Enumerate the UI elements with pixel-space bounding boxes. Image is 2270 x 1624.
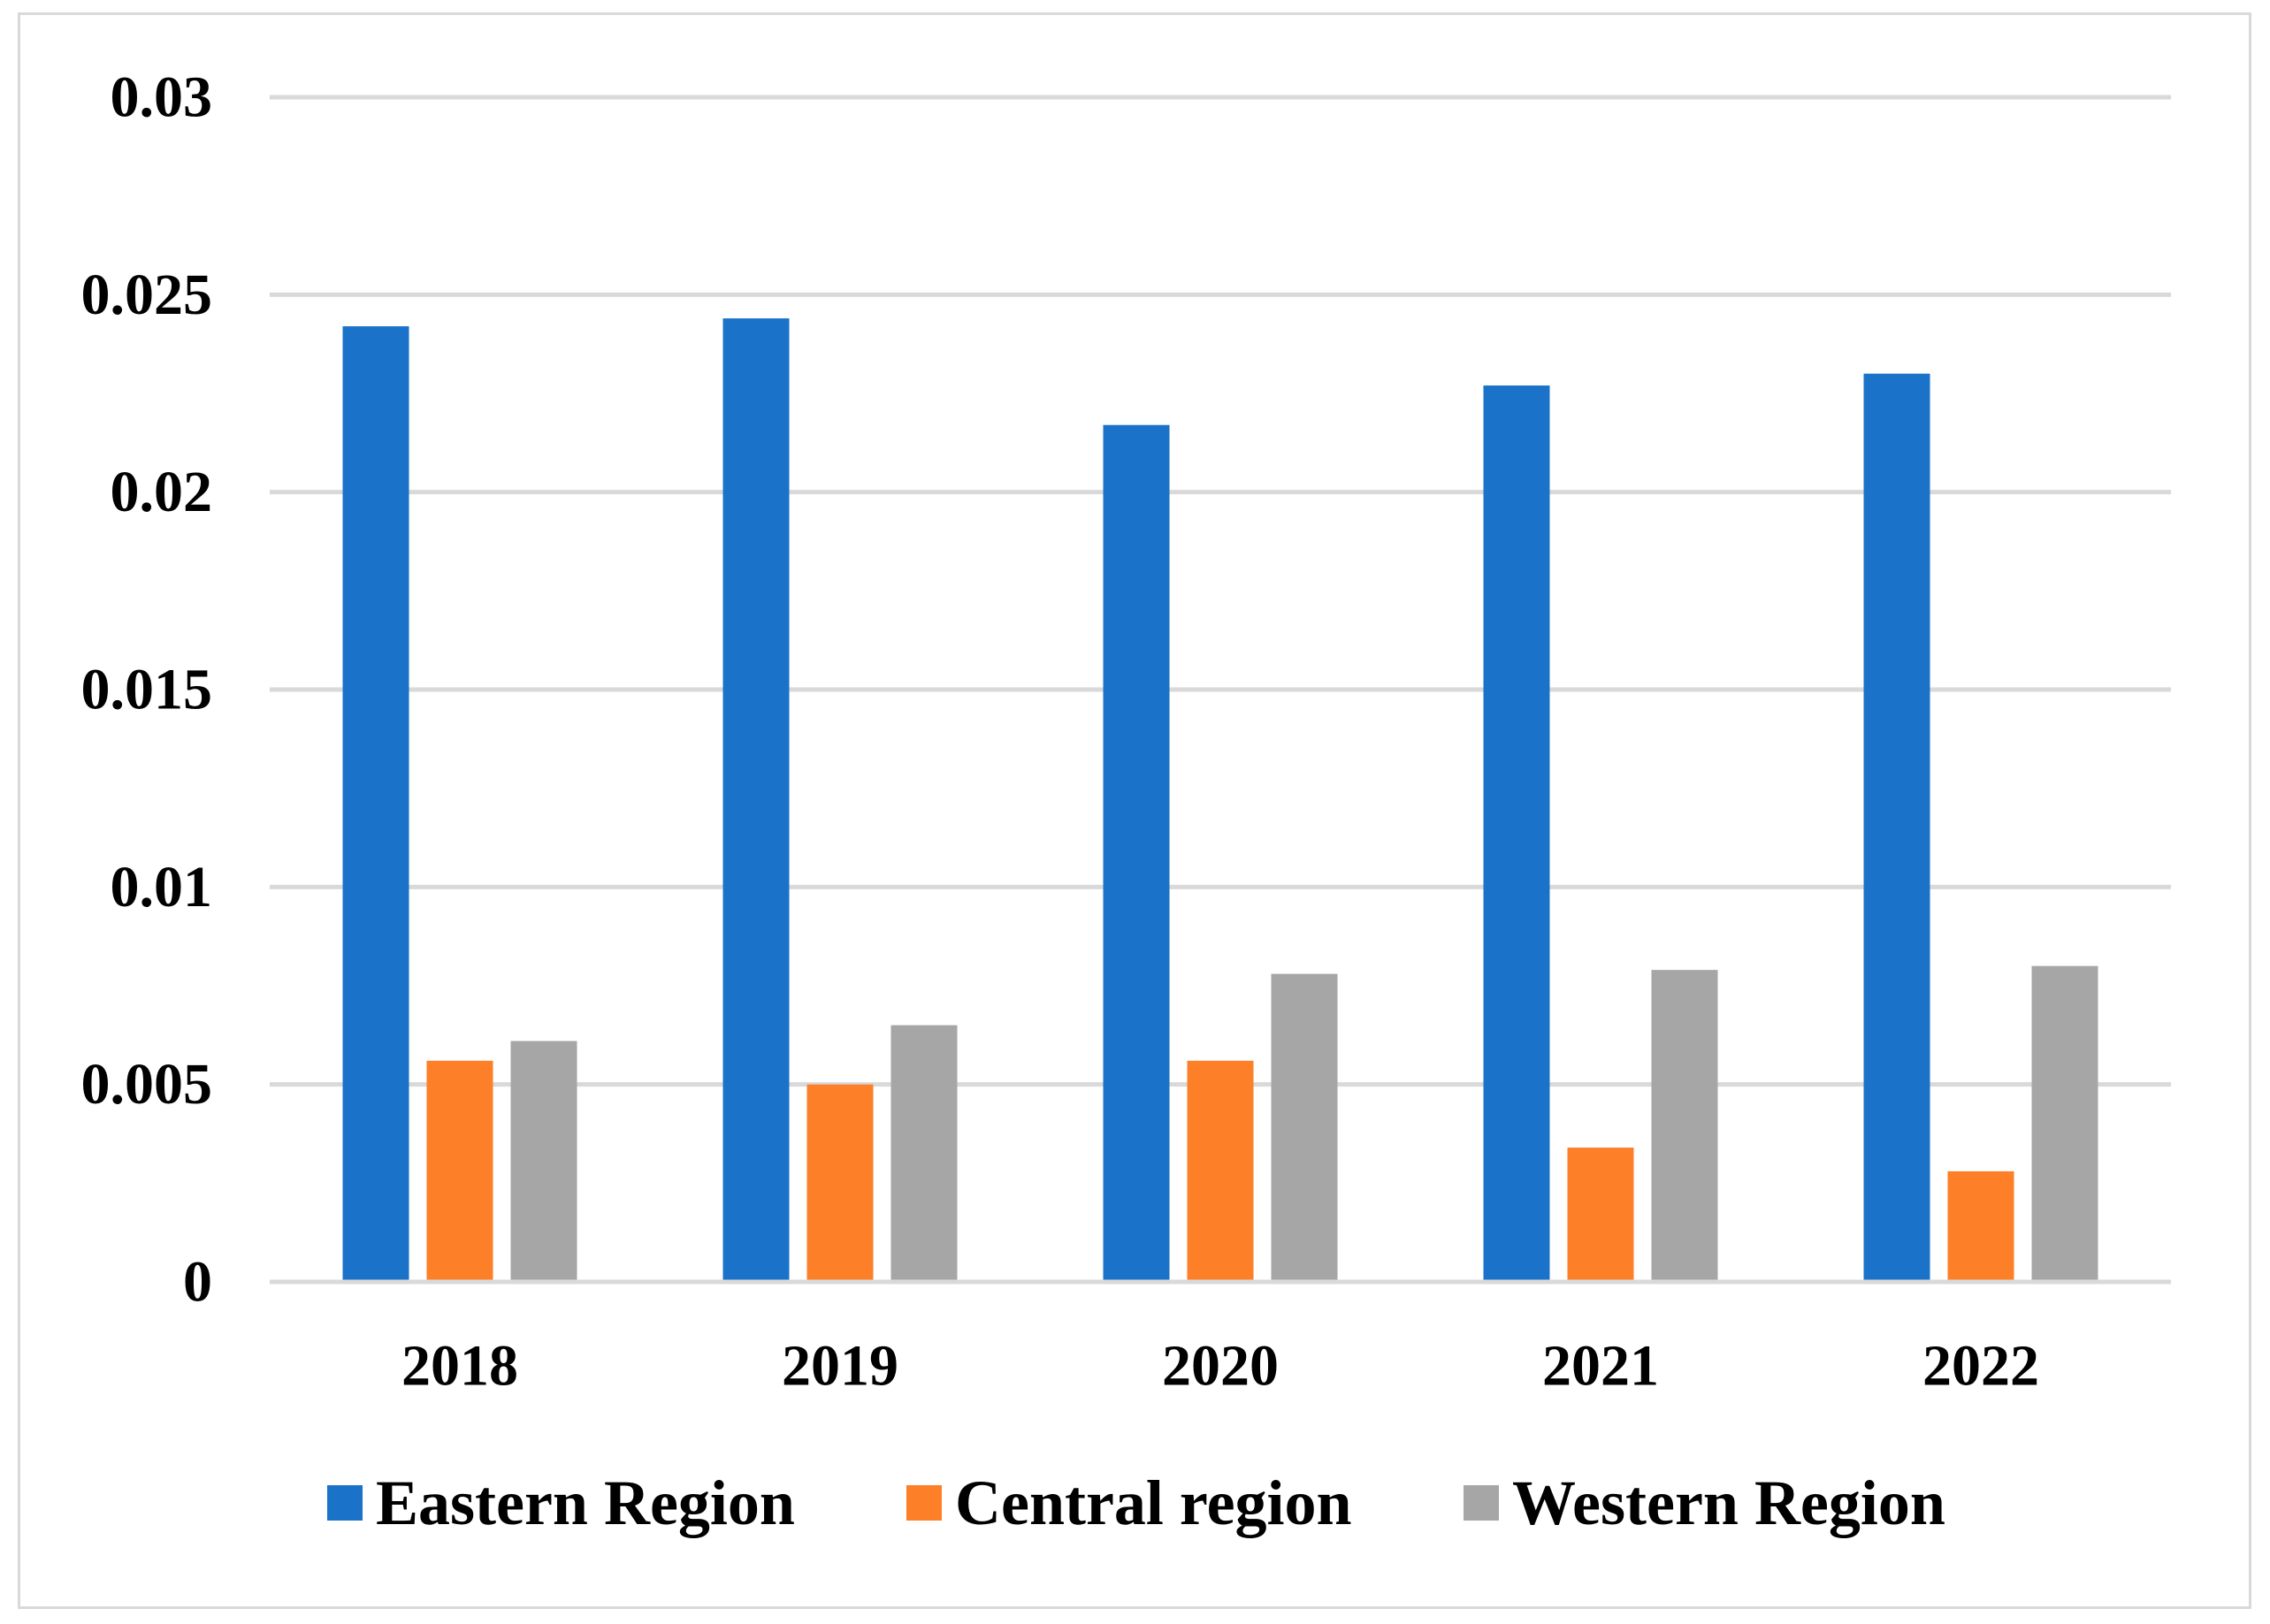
legend: Eastern Region Central region Western Regi… [327, 1468, 1945, 1538]
y-tick-label: 0.005 [81, 1052, 213, 1117]
legend-swatch-eastern-region [327, 1485, 363, 1521]
y-tick-label: 0.02 [111, 460, 213, 524]
bar-western-region-2018 [510, 1041, 577, 1280]
bar-western-region-2020 [1271, 973, 1338, 1280]
bar-central-region-2021 [1567, 1147, 1634, 1280]
bar-eastern-region-2021 [1483, 385, 1550, 1280]
bar-central-region-2020 [1187, 1060, 1254, 1280]
x-axis: 2018 2019 2020 2021 2022 [401, 1334, 2039, 1399]
legend-label-western-region: Western Region [1512, 1468, 1945, 1538]
bar-western-region-2019 [890, 1025, 958, 1280]
y-tick-label: 0.03 [111, 65, 213, 130]
x-tick-label: 2019 [782, 1334, 898, 1399]
gridlines [270, 95, 2171, 1285]
bar-eastern-region-2020 [1103, 424, 1170, 1280]
x-tick-label: 2020 [1162, 1334, 1279, 1399]
y-tick-label: 0.015 [81, 658, 213, 722]
x-tick-label: 2018 [401, 1334, 518, 1399]
bar-eastern-region-2018 [342, 326, 409, 1280]
bar-eastern-region-2022 [1863, 373, 1930, 1280]
legend-label-central-region: Central region [955, 1468, 1352, 1538]
legend-swatch-western-region [1464, 1485, 1499, 1521]
y-tick-label: 0 [183, 1250, 212, 1315]
legend-label-eastern-region: Eastern Region [376, 1468, 795, 1538]
x-tick-label: 2022 [1922, 1334, 2039, 1399]
bars [342, 318, 2098, 1280]
y-tick-label: 0.025 [81, 263, 213, 327]
bar-central-region-2022 [1947, 1170, 2014, 1280]
bar-western-region-2021 [1651, 970, 1718, 1280]
bar-western-region-2022 [2031, 965, 2098, 1280]
y-axis: 0 0.005 0.01 0.015 0.02 0.025 0.03 [81, 65, 213, 1315]
x-tick-label: 2021 [1542, 1334, 1659, 1399]
bar-central-region-2018 [426, 1060, 493, 1280]
bar-eastern-region-2019 [722, 318, 790, 1280]
y-tick-label: 0.01 [111, 855, 213, 919]
legend-swatch-central-region [906, 1485, 942, 1521]
bar-central-region-2019 [806, 1084, 874, 1280]
